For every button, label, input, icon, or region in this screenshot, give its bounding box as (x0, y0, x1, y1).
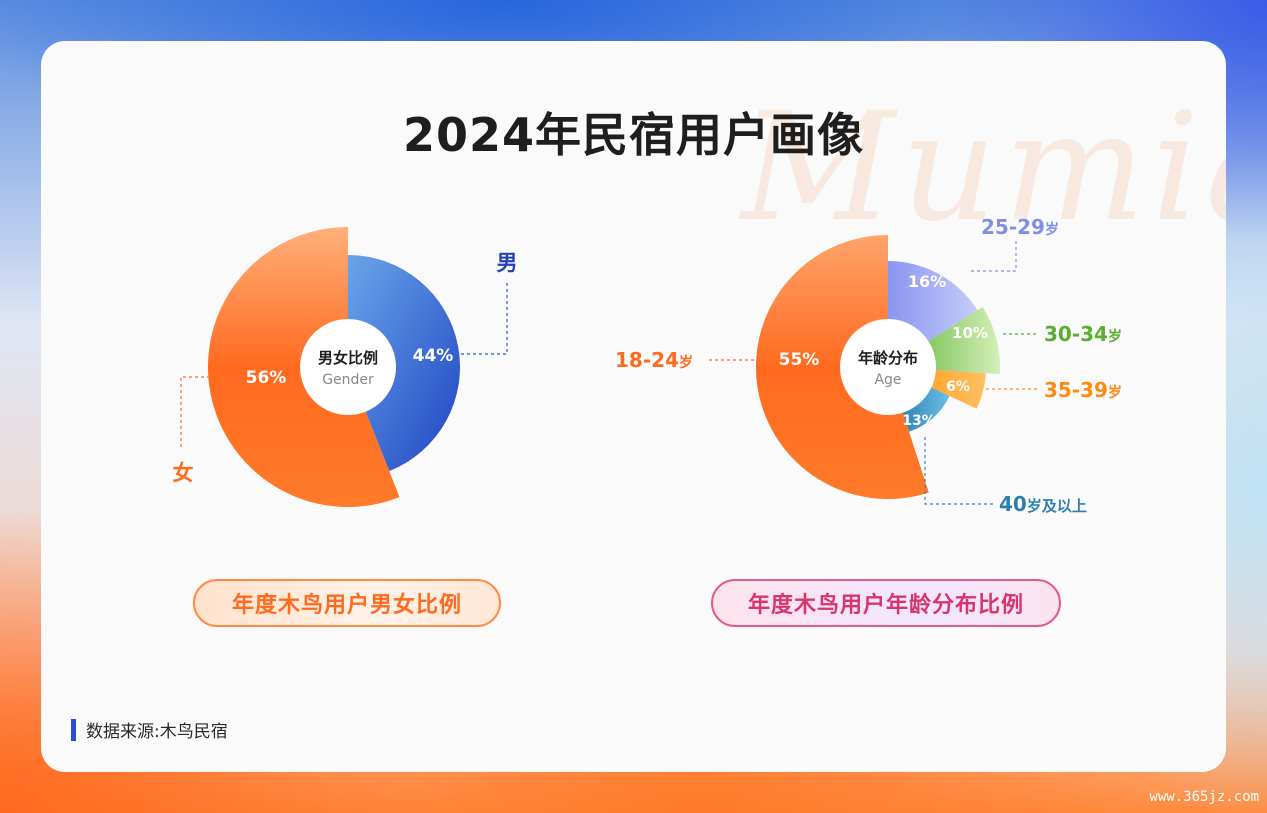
age-25-29-percent: 16% (908, 272, 946, 291)
gender-center-hole (300, 319, 396, 415)
source-text: 数据来源:木鸟民宿 (86, 722, 228, 742)
age-40-plus-legend: 40岁及以上 (999, 492, 1087, 516)
data-source: 数据来源:木鸟民宿 (71, 717, 228, 742)
source-accent-bar (71, 718, 76, 741)
age-40-plus-percent: 13% (902, 413, 936, 429)
age-30-34-percent: 10% (952, 324, 988, 342)
age-center-sub: Age (874, 372, 901, 388)
age-center-label: 年龄分布 (858, 349, 918, 367)
male-legend-label: 男 (497, 251, 518, 275)
female-percent-label: 56% (246, 368, 287, 388)
age-18-24-legend: 18-24岁 (615, 348, 693, 372)
age-35-39-percent: 6% (946, 379, 970, 395)
age-chart-caption: 年度木鸟用户年龄分布比例 (711, 579, 1061, 627)
age-25-29-legend: 25-29岁 (981, 215, 1059, 239)
age-40-plus-leader (924, 437, 996, 505)
page-title: 2024年民宿用户画像 (402, 108, 865, 162)
gender-chart-caption: 年度木鸟用户男女比例 (193, 579, 501, 627)
male-leader-line (461, 281, 508, 355)
gender-center-sub: Gender (322, 372, 374, 388)
infographic-card: Mumia 2024年民宿用户画像 (41, 41, 1226, 772)
female-legend-label: 女 (173, 461, 194, 485)
brand-watermark: Mumia (741, 81, 1226, 255)
age-30-34-legend: 30-34岁 (1044, 322, 1122, 346)
age-center-hole (840, 319, 936, 415)
age-pie-chart: 年龄分布 Age 16% 10% 6% 13% 55% 25-29岁 30-34… (615, 215, 1122, 516)
male-slice (348, 255, 461, 472)
gender-center-label: 男女比例 (318, 349, 378, 367)
site-watermark: www.365jz.com (1149, 789, 1259, 805)
male-percent-label: 44% (413, 346, 454, 366)
charts-canvas: 男女比例 Gender 44% 56% 男 女 年龄分布 Age 16% 10%… (173, 215, 1122, 516)
age-18-24-percent: 55% (779, 350, 820, 370)
age-25-29-leader (971, 241, 1017, 272)
gender-pie-chart: 男女比例 Gender 44% 56% 男 女 (173, 227, 518, 507)
age-35-39-legend: 35-39岁 (1044, 378, 1122, 402)
